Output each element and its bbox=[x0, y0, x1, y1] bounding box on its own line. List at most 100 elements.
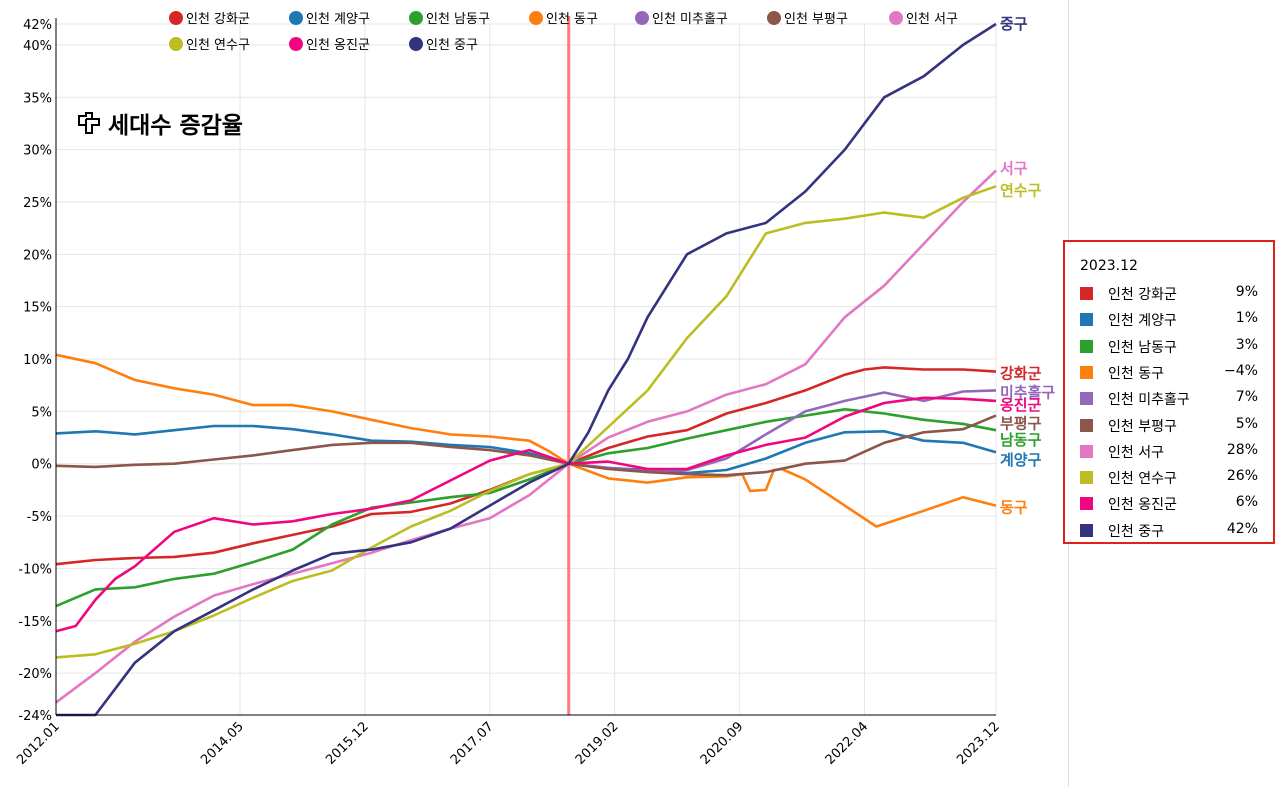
x-tick-label: 2023.12 bbox=[954, 719, 1003, 768]
y-tick-label: -10% bbox=[18, 562, 52, 577]
y-tick-label: 15% bbox=[23, 301, 52, 316]
tooltip-series-name: 인천 부평구 bbox=[1108, 418, 1177, 435]
series-line bbox=[55, 169, 997, 704]
chart-title: 세대수 증감율 bbox=[76, 106, 243, 140]
tooltip-series-name: 인천 동구 bbox=[1108, 365, 1164, 382]
series-line bbox=[55, 407, 997, 608]
legend-marker bbox=[529, 11, 543, 25]
legend-label: 인천 동구 bbox=[546, 12, 598, 27]
y-tick-label: 10% bbox=[23, 353, 52, 368]
legend-label: 인천 중구 bbox=[426, 38, 478, 53]
tooltip-swatch bbox=[1080, 287, 1093, 300]
series-line bbox=[55, 185, 997, 659]
legend-label: 인천 미추홀구 bbox=[652, 12, 728, 27]
tooltip-series-name: 인천 중구 bbox=[1108, 523, 1164, 540]
series-line bbox=[55, 424, 997, 475]
series-line bbox=[55, 414, 997, 477]
tooltip-series-name: 인천 남동구 bbox=[1108, 339, 1177, 356]
series-line bbox=[56, 22, 997, 717]
tooltip-series-value: 3% bbox=[1235, 336, 1258, 353]
legend-label: 인천 계양구 bbox=[306, 12, 370, 27]
tooltip-series-value: 9% bbox=[1235, 284, 1258, 300]
y-tick-label: 42% bbox=[23, 18, 52, 33]
tooltip-series-value: 42% bbox=[1226, 520, 1258, 537]
chart-title-text: 세대수 증감율 bbox=[108, 113, 243, 139]
tooltip-series-value: −4% bbox=[1224, 362, 1258, 379]
y-tick-label: -24% bbox=[18, 709, 52, 724]
tooltip-swatch bbox=[1080, 339, 1093, 353]
legend-marker bbox=[169, 11, 183, 25]
tooltip-row: 인천 계양구 1% bbox=[1080, 310, 1270, 330]
y-tick-label: 25% bbox=[23, 196, 52, 211]
series-end-label: 중구 bbox=[1000, 15, 1028, 33]
tooltip-date: 2023.12 bbox=[1080, 258, 1138, 274]
y-tick-label: -5% bbox=[27, 510, 52, 525]
legend-label: 인천 옹진군 bbox=[306, 38, 370, 53]
tooltip-row: 인천 동구 −4% bbox=[1080, 363, 1270, 383]
legend-marker bbox=[289, 11, 303, 25]
legend-label: 인천 서구 bbox=[906, 12, 958, 27]
series-end-label: 동구 bbox=[1000, 499, 1028, 517]
series-end-label: 서구 bbox=[1000, 160, 1028, 178]
tooltip-swatch bbox=[1080, 418, 1093, 432]
series-end-label: 미추홀구 bbox=[1000, 383, 1055, 401]
hover-tooltip: 2023.12 인천 강화군 9% 인천 계양구 1% 인천 남동구 3% 인천 동구 −4%… bbox=[1063, 240, 1275, 544]
legend-marker bbox=[289, 37, 303, 51]
legend-label: 인천 부평구 bbox=[784, 12, 848, 27]
legend-marker bbox=[767, 11, 781, 25]
chart-legend: 인천 강화군 인천 계양구 인천 남동구 인천 동구 인천 미추홀구 인천 부평구 인천 서… bbox=[169, 11, 958, 53]
tooltip-series-value: 26% bbox=[1226, 468, 1258, 485]
legend-marker bbox=[635, 11, 649, 25]
tooltip-swatch bbox=[1080, 471, 1093, 485]
tooltip-swatch bbox=[1080, 444, 1093, 458]
legend-marker bbox=[889, 11, 903, 25]
tooltip-row: 인천 서구 28% bbox=[1080, 442, 1270, 462]
x-tick-label: 2012.01 bbox=[14, 719, 63, 768]
legend-label: 인천 강화군 bbox=[186, 12, 250, 27]
chart-logo-icon bbox=[78, 112, 100, 134]
y-tick-label: 0% bbox=[31, 458, 52, 473]
y-tick-label: 20% bbox=[23, 248, 52, 263]
tooltip-swatch bbox=[1080, 523, 1093, 537]
legend-label: 인천 연수구 bbox=[186, 38, 250, 53]
tooltip-series-value: 7% bbox=[1235, 389, 1258, 406]
series-end-label: 남동구 bbox=[1000, 431, 1042, 449]
tooltip-series-value: 6% bbox=[1235, 494, 1258, 511]
series-end-label: 계양구 bbox=[1000, 451, 1042, 469]
x-tick-label: 2022.04 bbox=[823, 719, 872, 768]
tooltip-row: 인천 남동구 3% bbox=[1080, 337, 1270, 357]
series-line bbox=[55, 353, 997, 528]
tooltip-series-name: 인천 미추홀구 bbox=[1108, 392, 1190, 409]
tooltip-series-name: 인천 계양구 bbox=[1108, 313, 1177, 330]
x-tick-label: 2017.07 bbox=[448, 719, 497, 768]
y-tick-label: -15% bbox=[18, 615, 52, 630]
x-tick-label: 2020.09 bbox=[698, 719, 747, 768]
tooltip-series-value: 28% bbox=[1226, 441, 1258, 458]
legend-label: 인천 남동구 bbox=[426, 12, 490, 27]
tooltip-series-value: 5% bbox=[1235, 415, 1258, 432]
tooltip-series-name: 인천 연수구 bbox=[1108, 471, 1177, 488]
tooltip-row: 인천 연수구 26% bbox=[1080, 468, 1270, 488]
tooltip-swatch bbox=[1080, 313, 1093, 327]
tooltip-series-name: 인천 서구 bbox=[1108, 444, 1164, 461]
tooltip-row: 인천 강화군 9% bbox=[1080, 284, 1270, 304]
series-end-label: 부평구 bbox=[1000, 415, 1042, 433]
tooltip-series-name: 인천 강화군 bbox=[1108, 287, 1177, 303]
y-tick-label: -20% bbox=[18, 667, 52, 682]
tooltip-series-value: 1% bbox=[1235, 310, 1258, 327]
chart-series bbox=[55, 22, 997, 717]
series-end-label: 옹진군 bbox=[1000, 396, 1042, 414]
chart-grid bbox=[55, 23, 997, 716]
x-tick-label: 2015.12 bbox=[323, 719, 372, 768]
x-tick-label: 2019.02 bbox=[573, 719, 622, 768]
series-line bbox=[55, 366, 997, 566]
y-tick-label: 30% bbox=[23, 144, 52, 159]
y-tick-label: 40% bbox=[23, 39, 52, 54]
tooltip-row: 인천 중구 42% bbox=[1080, 521, 1270, 541]
legend-marker bbox=[409, 11, 423, 25]
tooltip-series-name: 인천 옹진군 bbox=[1108, 497, 1177, 514]
y-tick-label: 5% bbox=[31, 405, 52, 420]
series-end-label: 강화군 bbox=[1000, 365, 1042, 383]
